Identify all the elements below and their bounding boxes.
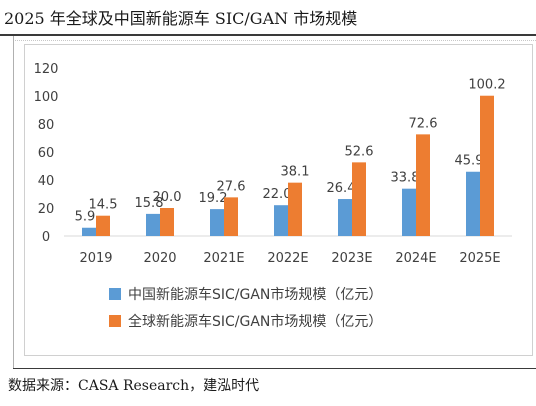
data-label-china: 33.8: [391, 171, 420, 186]
x-category-label: 2019: [79, 251, 112, 266]
y-tick-label: 60: [38, 146, 55, 161]
legend-label-china: 中国新能源车SIC/GAN市场规模（亿元）: [128, 286, 382, 303]
bar-china: [82, 227, 96, 236]
x-category-label: 2025E: [459, 251, 500, 266]
data-label-global: 20.0: [153, 190, 182, 205]
data-label-global: 72.6: [409, 116, 438, 131]
dotted-divider: [13, 40, 536, 41]
y-tick-label: 100: [34, 90, 59, 105]
data-label-global: 52.6: [345, 144, 374, 159]
bar-china: [210, 209, 224, 236]
data-label-global: 27.6: [217, 179, 246, 194]
bar-global: [480, 95, 494, 236]
bar-global: [352, 162, 366, 236]
bar-global: [96, 215, 110, 236]
bar-chart: 0 20 40 60 80 100 120 5.914.5 2019 15.820.0 2020 19…: [34, 62, 512, 330]
bar-global: [160, 208, 174, 236]
data-label-china: 22.0: [263, 187, 292, 202]
bar-global: [224, 197, 238, 236]
data-label-china: 26.4: [327, 181, 356, 196]
page-title: 2025 年全球及中国新能源车 SIC/GAN 市场规模: [4, 9, 358, 28]
bar-china: [338, 199, 352, 236]
data-label-global: 38.1: [281, 165, 310, 180]
y-tick-label: 80: [38, 118, 55, 133]
bar-china: [402, 188, 416, 236]
x-category-label: 2021E: [203, 251, 244, 266]
bar-global: [416, 134, 430, 236]
bar-china: [274, 205, 288, 236]
chart-frame: [24, 44, 533, 356]
y-tick-label: 120: [34, 62, 59, 77]
source-note: 数据来源：CASA Research，建泓时代: [8, 378, 260, 394]
data-label-global: 100.2: [468, 78, 505, 93]
x-category-label: 2023E: [331, 251, 372, 266]
data-label-global: 14.5: [89, 198, 118, 213]
legend-swatch-china: [109, 288, 121, 300]
left-border: [13, 36, 14, 369]
data-label-china: 15.8: [135, 196, 164, 211]
x-category-label: 2020: [143, 251, 176, 266]
legend-swatch-global: [109, 315, 121, 327]
bar-china: [146, 213, 160, 236]
data-label-china: 45.9: [455, 154, 484, 169]
y-tick-label: 0: [42, 230, 50, 245]
source-divider: [13, 368, 536, 369]
legend-label-global: 全球新能源车SIC/GAN市场规模（亿元）: [128, 313, 382, 330]
bar-china: [466, 171, 480, 236]
x-category-label: 2024E: [395, 251, 436, 266]
data-label-china: 19.2: [199, 191, 228, 206]
y-tick-label: 20: [38, 202, 55, 217]
bar-global: [288, 182, 302, 236]
data-label-china: 5.9: [75, 210, 96, 225]
y-tick-label: 40: [38, 174, 55, 189]
title-divider: [0, 34, 536, 36]
x-category-label: 2022E: [267, 251, 308, 266]
